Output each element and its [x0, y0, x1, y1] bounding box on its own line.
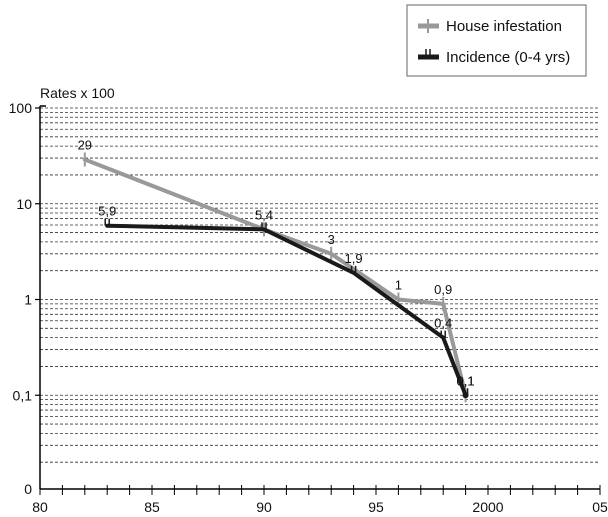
data-label: 1,9: [345, 251, 363, 266]
series-line-0: [82, 157, 468, 398]
data-label: 0,9: [434, 282, 452, 297]
y-tick-label: 1: [24, 292, 32, 308]
axes: 100 10 1 0,1 080 85 90 95 2000 05: [9, 100, 608, 515]
x-tick-label: 90: [256, 499, 272, 515]
data-label: 29: [78, 137, 92, 152]
legend-label: House infestation: [446, 18, 562, 35]
y-tick-label: 0,1: [13, 387, 33, 403]
x-tick-label: 95: [368, 499, 384, 515]
data-label: 0,1: [457, 373, 475, 388]
x-tick-label: 80: [32, 499, 48, 515]
grid-lines: [40, 107, 600, 463]
series-line-1: [105, 223, 468, 398]
data-label: 0,4: [434, 316, 452, 331]
y-axis-label: Rates x 100: [40, 85, 115, 101]
x-tick-label: 05: [592, 499, 608, 515]
legend: House infestation Incidence (0-4 yrs): [406, 4, 587, 77]
x-tick-label: 85: [144, 499, 160, 515]
y-tick-label: 0: [24, 481, 32, 497]
data-label: 5,9: [98, 204, 116, 219]
data-label: 3: [328, 232, 335, 247]
legend-label: Incidence (0-4 yrs): [446, 49, 570, 66]
data-label: 5,4: [255, 207, 273, 222]
data-label: 1: [395, 278, 402, 293]
legend-box: [406, 4, 587, 77]
data-label: 0,1: [457, 373, 475, 388]
series-layer: [82, 152, 469, 403]
data-labels: 295,431 0,90,15,91,90,40,1: [78, 137, 475, 388]
y-tick-label: 10: [16, 196, 32, 212]
x-tick-label: 2000: [472, 499, 503, 515]
y-tick-label: 100: [9, 100, 33, 116]
data-point: [462, 392, 469, 399]
